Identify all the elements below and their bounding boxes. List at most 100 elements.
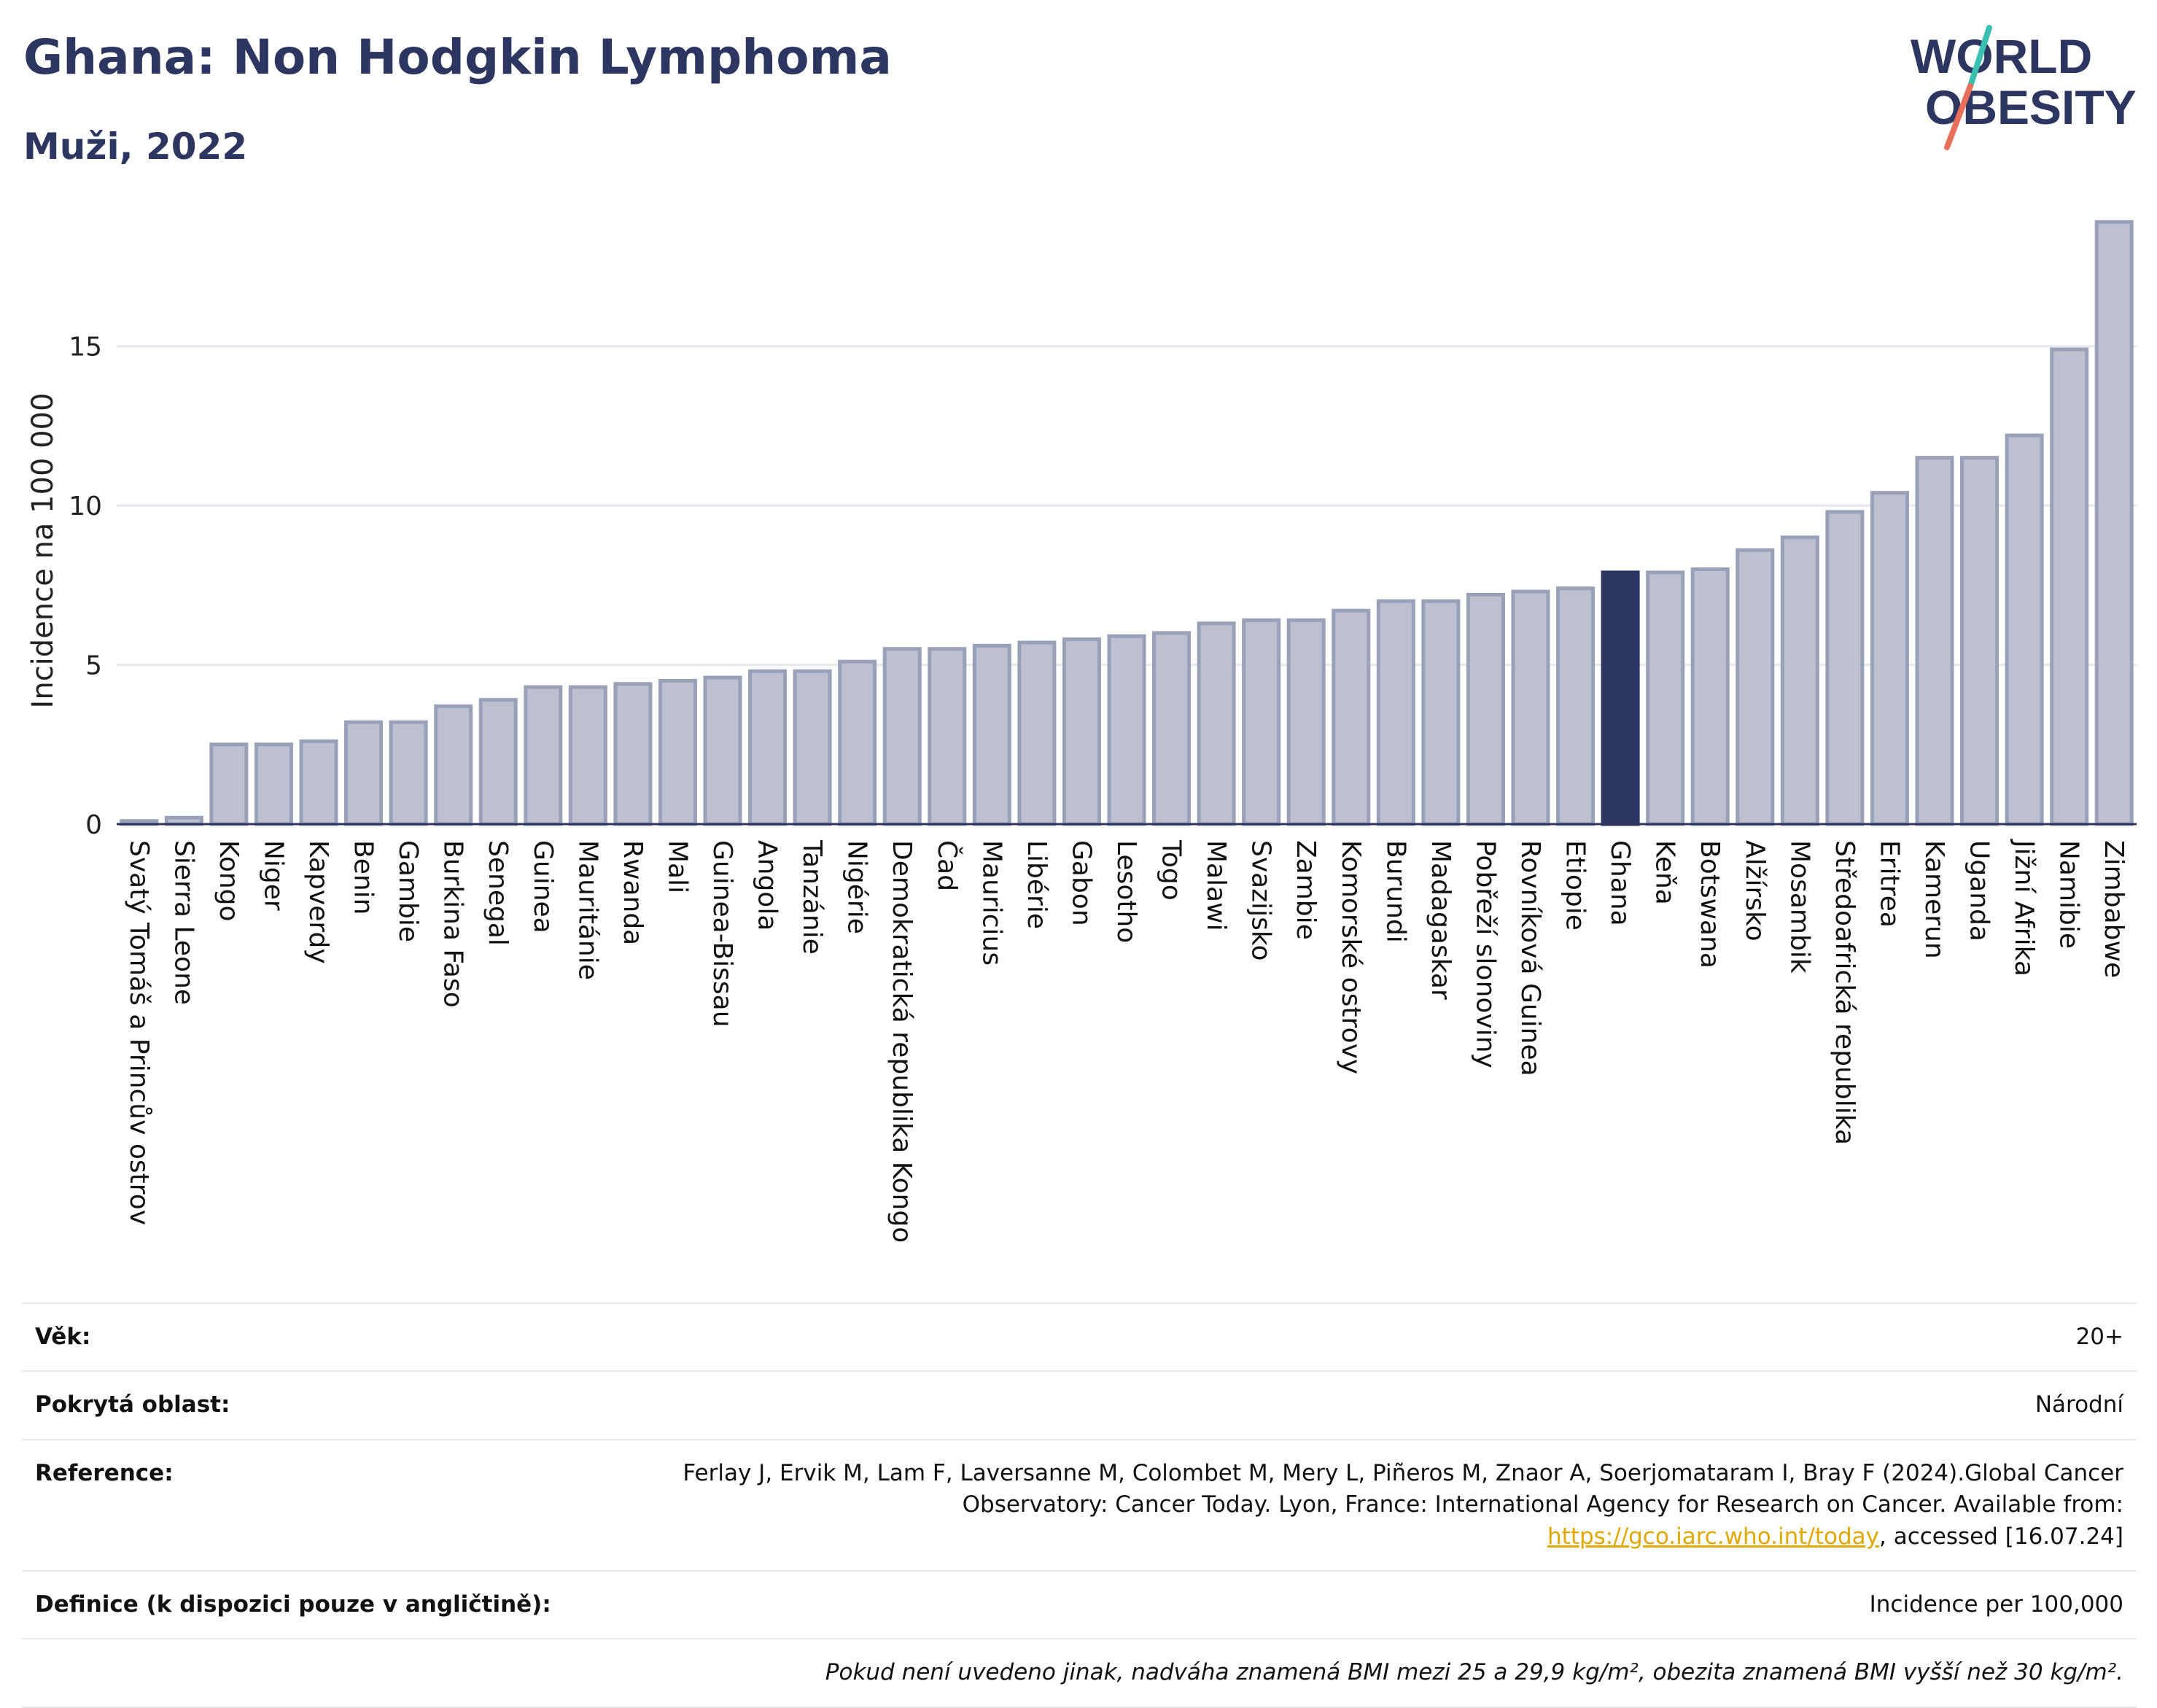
y-tick-label: 5 bbox=[85, 651, 102, 681]
x-tick-label: Gambie bbox=[393, 840, 423, 942]
info-row-note: Pokud není uvedeno jinak, nadváha znamen… bbox=[22, 1638, 2137, 1708]
bar bbox=[478, 698, 518, 826]
info-row-age: Věk: 20+ bbox=[22, 1302, 2137, 1372]
x-tick-label: Mali bbox=[662, 840, 692, 893]
x-tick-label: Etiopie bbox=[1561, 840, 1590, 931]
bar bbox=[972, 643, 1011, 826]
y-tick-label: 10 bbox=[69, 492, 102, 521]
bar bbox=[748, 669, 788, 826]
info-row-definition: Definice (k dispozici pouze v angličtině… bbox=[22, 1569, 2137, 1639]
x-tick-label: Namibie bbox=[2054, 840, 2084, 949]
bar bbox=[389, 720, 428, 826]
x-tick-label: Keňa bbox=[1650, 840, 1680, 905]
bar bbox=[1915, 456, 1954, 826]
x-tick-label: Svazijsko bbox=[1246, 840, 1276, 960]
x-tick-label: Benin bbox=[349, 840, 378, 915]
x-tick-label: Mauritánie bbox=[572, 840, 602, 980]
x-tick-label: Kapverdy bbox=[303, 840, 333, 964]
x-tick-label: Rovníková Guinea bbox=[1515, 840, 1545, 1076]
x-tick-label: Botswana bbox=[1695, 840, 1725, 968]
page-subtitle: Muži, 2022 bbox=[23, 125, 248, 168]
definition-label: Definice (k dispozici pouze v angličtině… bbox=[22, 1569, 631, 1639]
bar bbox=[1870, 491, 1909, 826]
x-tick-label: Guinea-Bissau bbox=[707, 840, 737, 1028]
x-tick-label: Gabon bbox=[1066, 840, 1096, 926]
x-tick-label: Burundi bbox=[1380, 840, 1410, 943]
bar bbox=[1466, 592, 1505, 826]
bar bbox=[613, 682, 653, 826]
x-tick-label: Lesotho bbox=[1111, 840, 1141, 943]
bar bbox=[1107, 634, 1146, 826]
x-tick-label: Eritrea bbox=[1874, 840, 1904, 928]
x-tick-label: Mauricius bbox=[976, 840, 1006, 966]
x-tick-label: Zambie bbox=[1291, 840, 1321, 940]
reference-suffix: , accessed [16.07.24] bbox=[1878, 1523, 2123, 1550]
x-tick-label: Kongo bbox=[214, 840, 244, 922]
logo-text-line1: WORLD bbox=[1911, 29, 2092, 83]
bar bbox=[1780, 535, 1819, 826]
bar bbox=[1152, 631, 1192, 826]
x-tick-label: Čad bbox=[932, 840, 963, 891]
bar bbox=[1062, 637, 1101, 826]
bar bbox=[928, 647, 967, 826]
bar bbox=[793, 669, 832, 826]
x-tick-label: Malawi bbox=[1201, 840, 1231, 931]
coverage-label: Pokrytá oblast: bbox=[22, 1370, 631, 1440]
bar bbox=[434, 704, 473, 826]
bar bbox=[1242, 618, 1281, 826]
x-tick-label: Pobřeží slonoviny bbox=[1470, 840, 1500, 1068]
y-axis-label: Incidence na 100 000 bbox=[26, 393, 60, 709]
reference-value: Ferlay J, Ervik M, Lam F, Laversanne M, … bbox=[631, 1438, 2137, 1571]
x-tick-label: Libérie bbox=[1022, 840, 1052, 929]
x-tick-label: Niger bbox=[258, 840, 288, 911]
x-tick-label: Guinea bbox=[528, 840, 558, 933]
x-tick-label: Angola bbox=[753, 840, 782, 931]
bar bbox=[1376, 599, 1415, 826]
x-tick-label: Svatý Tomáš a Princův ostrov bbox=[124, 840, 154, 1225]
age-value: 20+ bbox=[631, 1302, 2137, 1372]
world-obesity-logo: WORLD OBESITY bbox=[1911, 25, 2137, 150]
x-tick-label: Jižní Afrika bbox=[2009, 839, 2039, 977]
x-tick-label: Tanzánie bbox=[797, 839, 827, 955]
y-tick-label: 15 bbox=[69, 333, 102, 362]
logo-slash-coral bbox=[1944, 83, 1973, 150]
x-tick-label: Senegal bbox=[483, 840, 513, 946]
bar bbox=[209, 742, 249, 826]
reference-text: Ferlay J, Ervik M, Lam F, Laversanne M, … bbox=[683, 1459, 2123, 1518]
bar bbox=[254, 742, 293, 826]
x-tick-label: Komorské ostrovy bbox=[1336, 840, 1366, 1074]
x-tick-label: Madagaskar bbox=[1426, 840, 1456, 1000]
bar bbox=[1017, 640, 1057, 826]
x-tick-label: Kamerun bbox=[1919, 840, 1949, 959]
info-row-reference: Reference: Ferlay J, Ervik M, Lam F, Lav… bbox=[22, 1438, 2137, 1571]
x-tick-label: Středoafrická republika bbox=[1830, 840, 1859, 1145]
age-label: Věk: bbox=[22, 1302, 631, 1372]
definition-value: Incidence per 100,000 bbox=[631, 1569, 2137, 1639]
bar bbox=[658, 678, 697, 826]
coverage-value: Národní bbox=[631, 1370, 2137, 1440]
x-tick-label: Zimbabwe bbox=[2099, 840, 2129, 978]
bar bbox=[1736, 548, 1775, 826]
info-table: Věk: 20+ Pokrytá oblast: Národní Referen… bbox=[22, 1302, 2137, 1708]
bar bbox=[2094, 220, 2134, 826]
x-tick-label: Mosambik bbox=[1784, 840, 1814, 974]
bar bbox=[838, 659, 877, 826]
x-tick-label: Togo bbox=[1157, 839, 1186, 901]
x-tick-label: Rwanda bbox=[618, 840, 648, 945]
x-tick-label: Sierra Leone bbox=[168, 840, 198, 1005]
bar-highlight bbox=[1601, 570, 1640, 826]
bar bbox=[1197, 621, 1236, 826]
page-title: Ghana: Non Hodgkin Lymphoma bbox=[23, 29, 892, 85]
reference-label: Reference: bbox=[22, 1438, 631, 1571]
logo-slash-teal bbox=[1967, 25, 1992, 89]
bar bbox=[1646, 570, 1685, 826]
bar bbox=[1690, 567, 1730, 826]
y-tick-label: 0 bbox=[85, 810, 102, 840]
bar bbox=[1511, 589, 1550, 826]
bar bbox=[2050, 347, 2089, 826]
bar-chart: 0 5 10 15 Incidence na 100 000 Svatý Tomáš a … bbox=[26, 220, 2137, 1243]
footnote: Pokud není uvedeno jinak, nadváha znamen… bbox=[22, 1638, 2137, 1708]
x-tick-label: Alžírsko bbox=[1740, 840, 1770, 942]
reference-link[interactable]: https://gco.iarc.who.int/today bbox=[1547, 1523, 1879, 1550]
bar bbox=[568, 685, 607, 826]
